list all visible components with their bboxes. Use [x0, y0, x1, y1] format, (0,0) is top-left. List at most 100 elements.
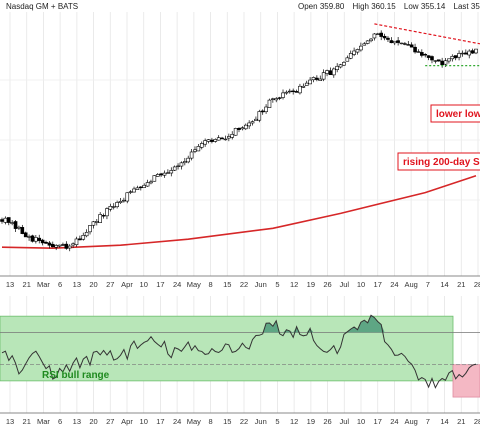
price-candle — [3, 216, 8, 225]
price-candle — [362, 42, 367, 46]
price-candle — [81, 232, 86, 241]
price-candle — [196, 143, 201, 152]
price-candle — [128, 190, 133, 195]
price-candle — [166, 169, 170, 174]
price-x-tick-label: 19 — [307, 280, 315, 289]
price-x-tick-label: 21 — [23, 280, 31, 289]
price-candle — [318, 75, 323, 81]
price-x-tick-label: 28 — [474, 280, 480, 289]
price-candle — [345, 55, 350, 62]
price-candle — [223, 135, 228, 141]
price-candle — [37, 234, 42, 244]
price-candle — [78, 235, 82, 241]
price-candle — [348, 50, 353, 60]
rsi-x-tick-label: May — [187, 417, 201, 426]
price-candle — [213, 138, 218, 143]
rsi-x-tick-label: 8 — [208, 417, 212, 426]
price-candle — [281, 89, 285, 100]
rsi-x-tick-label: 19 — [307, 417, 315, 426]
source-label: Nasdaq GM — [6, 2, 49, 11]
price-candle — [47, 241, 52, 249]
rsi-x-tick-label: 21 — [23, 417, 31, 426]
price-candle — [118, 197, 123, 205]
lower-low-annotation: lower low — [430, 104, 480, 123]
price-x-axis: 13 21 Mar 6 13 20 27 Apr 10 17 24 May 8 15 22 Jun 5 12 19 2… — [6, 280, 480, 289]
price-candle — [379, 30, 384, 41]
price-candle — [61, 242, 65, 246]
price-candle — [206, 138, 211, 144]
price-candle — [74, 236, 79, 247]
price-candle — [365, 40, 370, 45]
rsi-x-tick-label: 22 — [240, 417, 248, 426]
price-candle — [369, 38, 373, 43]
price-candle — [220, 136, 224, 140]
price-candle — [159, 172, 163, 177]
price-candle — [447, 58, 451, 64]
price-candle — [243, 123, 248, 131]
price-candle — [125, 192, 130, 204]
price-candle — [338, 63, 343, 69]
price-gridlines — [0, 12, 480, 276]
rising-ma-annotation: rising 200-day SMA — [397, 152, 480, 171]
price-candle — [460, 50, 465, 57]
price-candle — [382, 33, 387, 41]
price-x-tick-label: 10 — [140, 280, 148, 289]
rsi-line — [1, 314, 477, 389]
price-candle — [162, 170, 167, 178]
rsi-x-tick-label: Jun — [255, 417, 267, 426]
price-candle — [57, 244, 62, 248]
resistance-trendline — [374, 23, 480, 45]
rsi-x-tick-label: 6 — [58, 417, 62, 426]
price-x-tick-label: 21 — [457, 280, 465, 289]
price-candle — [440, 57, 444, 68]
price-candle — [23, 231, 28, 238]
price-candle — [287, 88, 292, 94]
price-x-tick-label: 15 — [223, 280, 231, 289]
exchange-label: BATS — [58, 2, 78, 11]
price-x-tick-label: 27 — [106, 280, 114, 289]
lower-low-text: lower low — [436, 109, 480, 120]
price-candle — [145, 179, 150, 187]
price-x-tick-label: 17 — [374, 280, 382, 289]
rsi-x-tick-label: 15 — [223, 417, 231, 426]
price-candle — [474, 48, 478, 55]
price-candle — [335, 63, 339, 73]
price-candle — [277, 96, 282, 101]
price-candle — [30, 234, 35, 243]
price-candle — [399, 42, 404, 45]
price-candle — [186, 155, 191, 164]
price-candle — [413, 43, 417, 54]
price-candle — [142, 183, 146, 188]
rsi-x-tick-label: 10 — [140, 417, 148, 426]
rsi-x-tick-label: 21 — [457, 417, 465, 426]
price-candle — [457, 50, 461, 61]
price-candle — [176, 163, 180, 170]
price-candle — [423, 53, 428, 58]
price-candle — [199, 141, 204, 150]
rsi-x-tick-label: 13 — [6, 417, 14, 426]
price-candle — [84, 229, 89, 238]
rsi-bull-range-label: RSI bull range — [42, 370, 110, 381]
price-candle — [257, 109, 262, 123]
price-candle — [44, 240, 48, 245]
price-candle — [271, 97, 275, 103]
price-candle — [132, 186, 136, 193]
price-candle — [260, 109, 265, 115]
ma200-line — [1, 174, 477, 250]
price-x-tick-label: 7 — [426, 280, 430, 289]
price-candle — [34, 234, 38, 244]
price-x-tick-label: 13 — [73, 280, 81, 289]
price-candle — [64, 241, 69, 250]
price-candle — [450, 54, 455, 62]
price-x-tick-label: 26 — [323, 280, 331, 289]
price-candle — [17, 225, 21, 230]
price-candle — [101, 213, 106, 219]
price-candle — [325, 69, 329, 77]
price-candle — [250, 120, 255, 126]
price-candle — [426, 55, 431, 61]
price-candle — [10, 220, 14, 226]
price-candle — [420, 49, 424, 58]
rsi-x-tick-label: 17 — [156, 417, 164, 426]
price-candle — [13, 220, 18, 232]
price-candle — [95, 218, 99, 226]
